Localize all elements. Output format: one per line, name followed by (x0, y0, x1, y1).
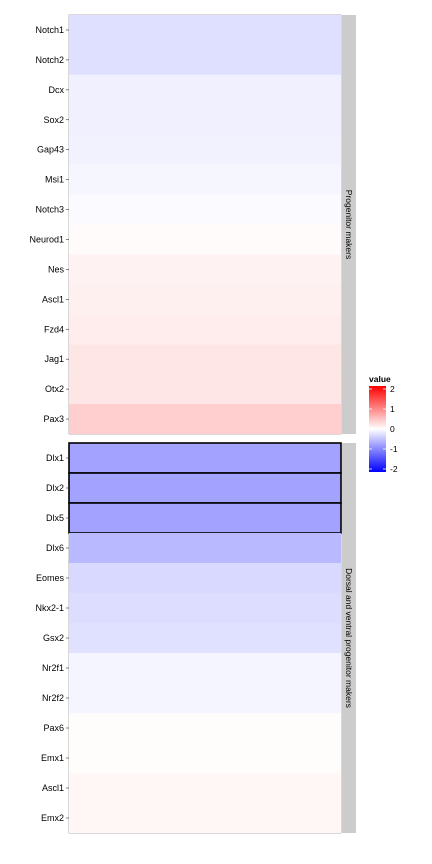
heatmap-cell (69, 374, 341, 405)
y-tick-label: Pax6 (43, 723, 64, 733)
heatmap-cell (69, 563, 341, 593)
heatmap-cell (69, 15, 341, 45)
heatmap-cell (68, 442, 342, 474)
facet-strip (342, 443, 356, 833)
heatmap-cell (69, 134, 341, 165)
heatmap-cell (68, 502, 342, 534)
y-tick-label: Notch3 (35, 205, 64, 215)
y-tick-label: Notch2 (35, 55, 64, 65)
y-tick-label: Otx2 (45, 384, 64, 394)
heatmap-cell (69, 164, 341, 195)
y-tick-label: Nkx2-1 (35, 603, 64, 613)
heatmap-panel: Dlx1 Dlx2 Dlx5 Dlx6 Eomes Nkx2-1 Gsx2 Nr2f1 Nr2f… (35, 442, 356, 834)
heatmap-cell (69, 104, 341, 135)
y-tick-label: Dlx5 (46, 513, 64, 523)
heatmap-cell (69, 593, 341, 623)
heatmap-cell (69, 284, 341, 315)
legend-colorbar (369, 386, 386, 472)
heatmap-cell (69, 254, 341, 285)
heatmap-cell (69, 623, 341, 653)
y-tick-label: Msi1 (45, 175, 64, 185)
legend-tick-label: 0 (390, 424, 395, 434)
heatmap-cell (69, 653, 341, 683)
facet-strip-label: Dorsal and ventral progenitor makers (344, 568, 354, 708)
y-tick-label: Gsx2 (43, 633, 64, 643)
facet-strip (342, 15, 356, 434)
y-tick-label: Dcx (49, 85, 65, 95)
heatmap-cell (69, 194, 341, 225)
heatmap-cell (69, 224, 341, 255)
heatmap-cell (69, 773, 341, 803)
heatmap-cell (69, 533, 341, 563)
y-tick-label: Sox2 (43, 115, 64, 125)
heatmap-cell (69, 74, 341, 105)
legend-tick-label: -1 (390, 444, 398, 454)
y-tick-label: Emx1 (41, 753, 64, 763)
heatmap-cell (68, 472, 342, 504)
facet-strip-label: Progenitor makers (344, 190, 354, 259)
heatmap-cell (69, 344, 341, 375)
y-tick-label: Dlx2 (46, 483, 64, 493)
y-tick-label: Pax3 (43, 414, 64, 424)
y-tick-label: Nr2f1 (42, 663, 64, 673)
y-tick-label: Nes (48, 264, 65, 274)
y-tick-label: Neurod1 (29, 234, 64, 244)
y-tick-label: Notch1 (35, 25, 64, 35)
legend-title: value (369, 374, 391, 384)
heatmap-cell (69, 713, 341, 743)
heatmap-cell (69, 743, 341, 773)
y-tick-label: Ascl1 (42, 783, 64, 793)
heatmap-cell (69, 683, 341, 713)
legend-tick-label: -2 (390, 464, 398, 474)
y-tick-label: Eomes (36, 573, 65, 583)
y-tick-label: Dlx1 (46, 453, 64, 463)
y-tick-label: Emx2 (41, 813, 64, 823)
legend-tick-label: 1 (390, 404, 395, 414)
y-tick-label: Ascl1 (42, 294, 64, 304)
heatmap-cell (69, 404, 341, 434)
y-tick-label: Jag1 (44, 354, 64, 364)
y-tick-label: Nr2f2 (42, 693, 64, 703)
heatmap-cell (69, 44, 341, 75)
heatmap-panels: Notch1 Notch2 Dcx Sox2 Gap43 Msi1 Notch3 Neurod… (29, 14, 356, 834)
heatmap-cell (69, 803, 341, 833)
y-tick-label: Dlx6 (46, 543, 64, 553)
heatmap-cell (69, 314, 341, 345)
legend-tick-label: 2 (390, 384, 395, 394)
y-tick-label: Gap43 (37, 145, 64, 155)
heatmap-panel: Notch1 Notch2 Dcx Sox2 Gap43 Msi1 Notch3 Neurod… (29, 14, 356, 435)
y-tick-label: Fzd4 (44, 324, 64, 334)
